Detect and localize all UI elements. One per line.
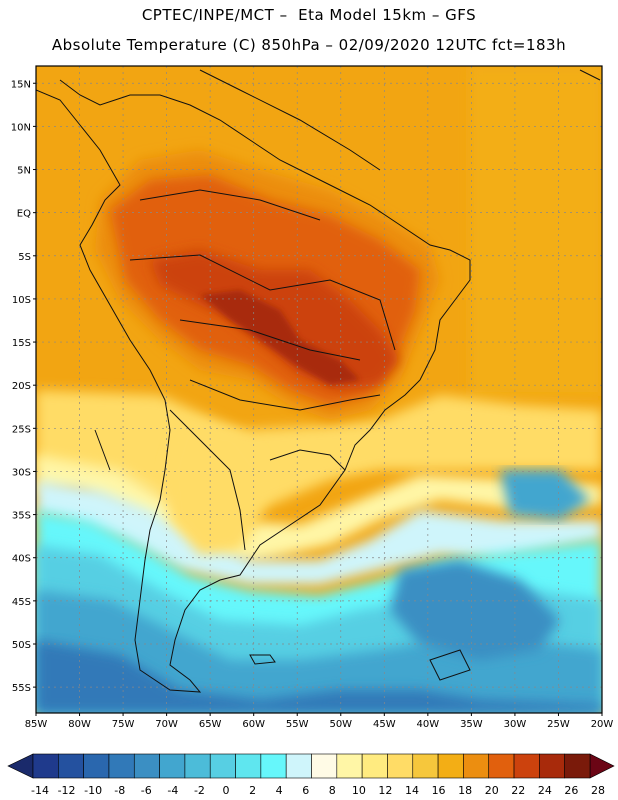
colorbar-label: 16 — [432, 784, 446, 797]
colorbar-label: 14 — [405, 784, 419, 797]
colorbar-label: -12 — [58, 784, 76, 797]
lat-lon-grid — [36, 66, 602, 713]
colorbar-label: -2 — [194, 784, 205, 797]
colorbar-label: 22 — [511, 784, 525, 797]
lon-tick-label: 80W — [68, 719, 91, 730]
chart-title-line-2: Absolute Temperature (C) 850hPa – 02/09/… — [51, 36, 567, 54]
colorbar-swatch — [83, 753, 110, 779]
chart-title-line-1: CPTEC/INPE/MCT – Eta Model 15km – GFS — [141, 6, 477, 24]
lat-tick-label: 35S — [12, 511, 31, 522]
lat-tick-label: 25S — [12, 424, 31, 435]
colorbar-label: -14 — [31, 784, 49, 797]
colorbar-swatch — [32, 753, 59, 779]
colorbar-label: -10 — [84, 784, 102, 797]
temperature-field — [36, 66, 602, 713]
colorbar-label: 10 — [352, 784, 366, 797]
lon-tick-label: 70W — [155, 719, 178, 730]
lat-tick-label: 30S — [12, 467, 31, 478]
colorbar-swatch — [260, 753, 287, 779]
colorbar-swatch — [159, 753, 186, 779]
lon-tick-label: 40W — [417, 719, 440, 730]
colorbar-swatch — [285, 753, 312, 779]
colorbar-swatch — [58, 753, 84, 779]
lat-tick-label: 40S — [12, 554, 31, 565]
lon-tick-label: 35W — [460, 719, 483, 730]
latitude-labels: 15N 10N 5N EQ 5S 10S 15S 20S 25S 30S 35S 40S 45S 50S 5… — [11, 79, 36, 694]
colorbar-label: 6 — [302, 784, 309, 797]
colorbar-swatch — [184, 753, 211, 779]
colorbar-label: 18 — [458, 784, 472, 797]
lat-tick-label: 55S — [12, 683, 31, 694]
colorbar-swatch — [361, 753, 388, 779]
map-frame — [35, 65, 603, 714]
colorbar-swatch — [336, 753, 363, 779]
colorbar-right-arrow — [589, 753, 615, 779]
colorbar-label: 0 — [223, 784, 230, 797]
colorbar-swatch — [437, 753, 464, 779]
colorbar-label: 8 — [329, 784, 336, 797]
lon-tick-label: 85W — [25, 719, 48, 730]
colorbar-swatch — [488, 753, 515, 779]
colorbar-swatch — [539, 753, 565, 779]
lat-tick-label: 5N — [17, 166, 31, 177]
colorbar-label: 26 — [564, 784, 578, 797]
lon-tick-label: 55W — [286, 719, 309, 730]
lat-tick-label: 50S — [12, 640, 31, 651]
colorbar-label: 2 — [249, 784, 256, 797]
lat-tick-label: EQ — [17, 209, 31, 220]
lon-tick-label: 75W — [112, 719, 135, 730]
lon-tick-label: 60W — [242, 719, 265, 730]
lon-tick-label: 30W — [504, 719, 527, 730]
colorbar-swatch — [133, 753, 160, 779]
colorbar-swatch — [513, 753, 540, 779]
colorbar-swatch — [387, 753, 414, 779]
colorbar-label: 20 — [485, 784, 499, 797]
colorbar-swatch — [463, 753, 490, 779]
colorbar-label: 4 — [276, 784, 283, 797]
lon-tick-label: 45W — [373, 719, 396, 730]
lat-tick-label: 45S — [12, 597, 31, 608]
lon-tick-label: 50W — [329, 719, 352, 730]
lon-tick-label: 20W — [591, 719, 614, 730]
colorbar-swatch — [412, 753, 439, 779]
colorbar-label: -4 — [167, 784, 178, 797]
colorbar-swatch — [209, 753, 236, 779]
colorbar-left-arrow — [7, 753, 34, 779]
lat-tick-label: 15N — [11, 79, 31, 90]
colorbar-swatch — [235, 753, 262, 779]
lat-tick-label: 10S — [12, 295, 31, 306]
lat-tick-label: 15S — [12, 338, 31, 349]
colorbar-swatch — [564, 753, 591, 779]
colorbar-label: 12 — [378, 784, 392, 797]
colorbar-swatch — [108, 753, 135, 779]
colorbar-label: 24 — [538, 784, 552, 797]
colorbar-label: 28 — [591, 784, 605, 797]
colorbar-swatch — [311, 753, 338, 779]
colorbar-label: -6 — [141, 784, 152, 797]
longitude-labels: 85W 80W 75W 70W 65W 60W 55W 50W 45W 40W 35W 30W 25W 2… — [25, 713, 614, 730]
lat-tick-label: 5S — [18, 252, 31, 263]
lon-tick-label: 65W — [199, 719, 222, 730]
lon-tick-label: 25W — [547, 719, 570, 730]
lat-tick-label: 10N — [11, 122, 31, 133]
colorbar-label: -8 — [114, 784, 125, 797]
coastlines — [36, 69, 601, 693]
lat-tick-label: 20S — [12, 381, 31, 392]
